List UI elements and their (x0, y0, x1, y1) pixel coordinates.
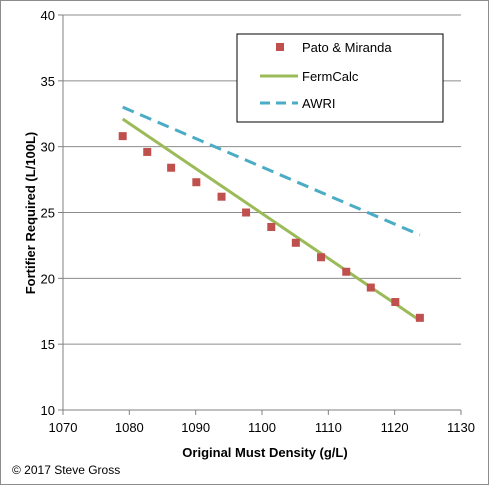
y-tick-label: 25 (41, 206, 55, 221)
legend-label-awri: AWRI (302, 96, 335, 111)
data-point-pato-miranda (167, 163, 176, 172)
x-tick-labels: 1070 1080 1090 1100 1110 1120 1130 (49, 410, 475, 435)
legend-swatch-pato-miranda (276, 43, 284, 51)
y-tick-label: 35 (41, 74, 55, 89)
x-axis-title: Original Must Density (g/L) (182, 445, 347, 460)
data-point-pato-miranda (217, 192, 226, 201)
y-tick-label: 10 (41, 403, 55, 418)
series-line-awri (122, 105, 421, 237)
x-tick-label: 1110 (315, 420, 342, 435)
data-point-pato-miranda (242, 208, 251, 217)
data-point-pato-miranda (267, 222, 276, 231)
y-tick-label: 40 (41, 8, 55, 23)
data-point-pato-miranda (143, 147, 152, 156)
data-point-pato-miranda (291, 238, 300, 247)
x-tick-label: 1100 (248, 420, 276, 435)
copyright-text: © 2017 Steve Gross (12, 463, 120, 477)
y-tick-label: 30 (41, 140, 55, 155)
y-tick-labels: 10 15 20 25 30 35 40 (41, 8, 63, 418)
legend-label-pato-miranda: Pato & Miranda (302, 40, 392, 55)
y-tick-label: 20 (41, 271, 55, 286)
data-point-pato-miranda (366, 283, 375, 292)
data-point-pato-miranda (342, 267, 351, 276)
legend-label-fermcalc: FermCalc (302, 69, 359, 84)
y-axis-title: Fortifier Required (L/100L) (23, 132, 38, 295)
data-point-pato-miranda (317, 253, 326, 262)
x-tick-label: 1090 (181, 420, 210, 435)
legend-box (236, 33, 444, 123)
data-point-pato-miranda (391, 298, 400, 307)
data-point-pato-miranda (118, 132, 127, 141)
series-line-fermcalc (121, 117, 421, 322)
series-layer (118, 105, 424, 322)
x-tick-label: 1080 (115, 420, 144, 435)
data-point-pato-miranda (415, 313, 424, 322)
x-tick-label: 1120 (381, 420, 409, 435)
x-tick-label: 1130 (447, 420, 475, 435)
legend: Pato & Miranda FermCalc AWRI (236, 33, 444, 123)
x-tick-label: 1070 (49, 420, 78, 435)
data-point-pato-miranda (192, 178, 201, 187)
y-tick-label: 15 (41, 337, 55, 352)
